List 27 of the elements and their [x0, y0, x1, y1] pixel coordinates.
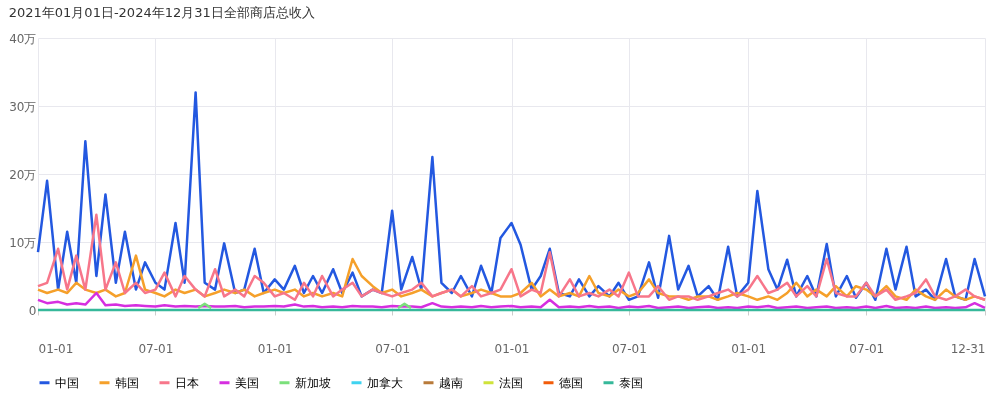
- legend-label: 中国: [55, 375, 79, 390]
- legend-label: 日本: [175, 375, 199, 390]
- legend-label: 泰国: [619, 375, 643, 390]
- x-tick-label: 12-31: [950, 341, 986, 356]
- line-series: [36, 291, 987, 310]
- line-series: [36, 213, 987, 302]
- y-tick-label: 10万: [9, 235, 37, 250]
- x-tick-label: 07-01: [849, 341, 885, 356]
- legend-label: 美国: [235, 375, 259, 390]
- legend-label: 越南: [439, 375, 463, 390]
- x-tick-label: 01-01: [494, 341, 530, 356]
- y-tick-label: 30万: [9, 99, 37, 114]
- chart-title: 2021年01月01日-2024年12月31日全部商店总收入: [8, 5, 315, 20]
- x-tick-label: 07-01: [611, 341, 647, 356]
- legend-label: 新加坡: [295, 375, 331, 390]
- x-tick-label: 07-01: [138, 341, 174, 356]
- x-tick-label: 01-01: [257, 341, 293, 356]
- legend-label: 加拿大: [367, 375, 403, 390]
- x-tick-label: 01-01: [731, 341, 767, 356]
- legend-label: 法国: [499, 375, 523, 390]
- x-tick-label: 01-01: [38, 341, 74, 356]
- legend-label: 德国: [559, 375, 583, 390]
- y-tick-label: 20万: [9, 167, 37, 182]
- legend-label: 韩国: [115, 375, 139, 390]
- x-tick-label: 07-01: [375, 341, 411, 356]
- y-tick-label: 40万: [9, 31, 37, 46]
- y-tick-label: 0: [28, 303, 37, 318]
